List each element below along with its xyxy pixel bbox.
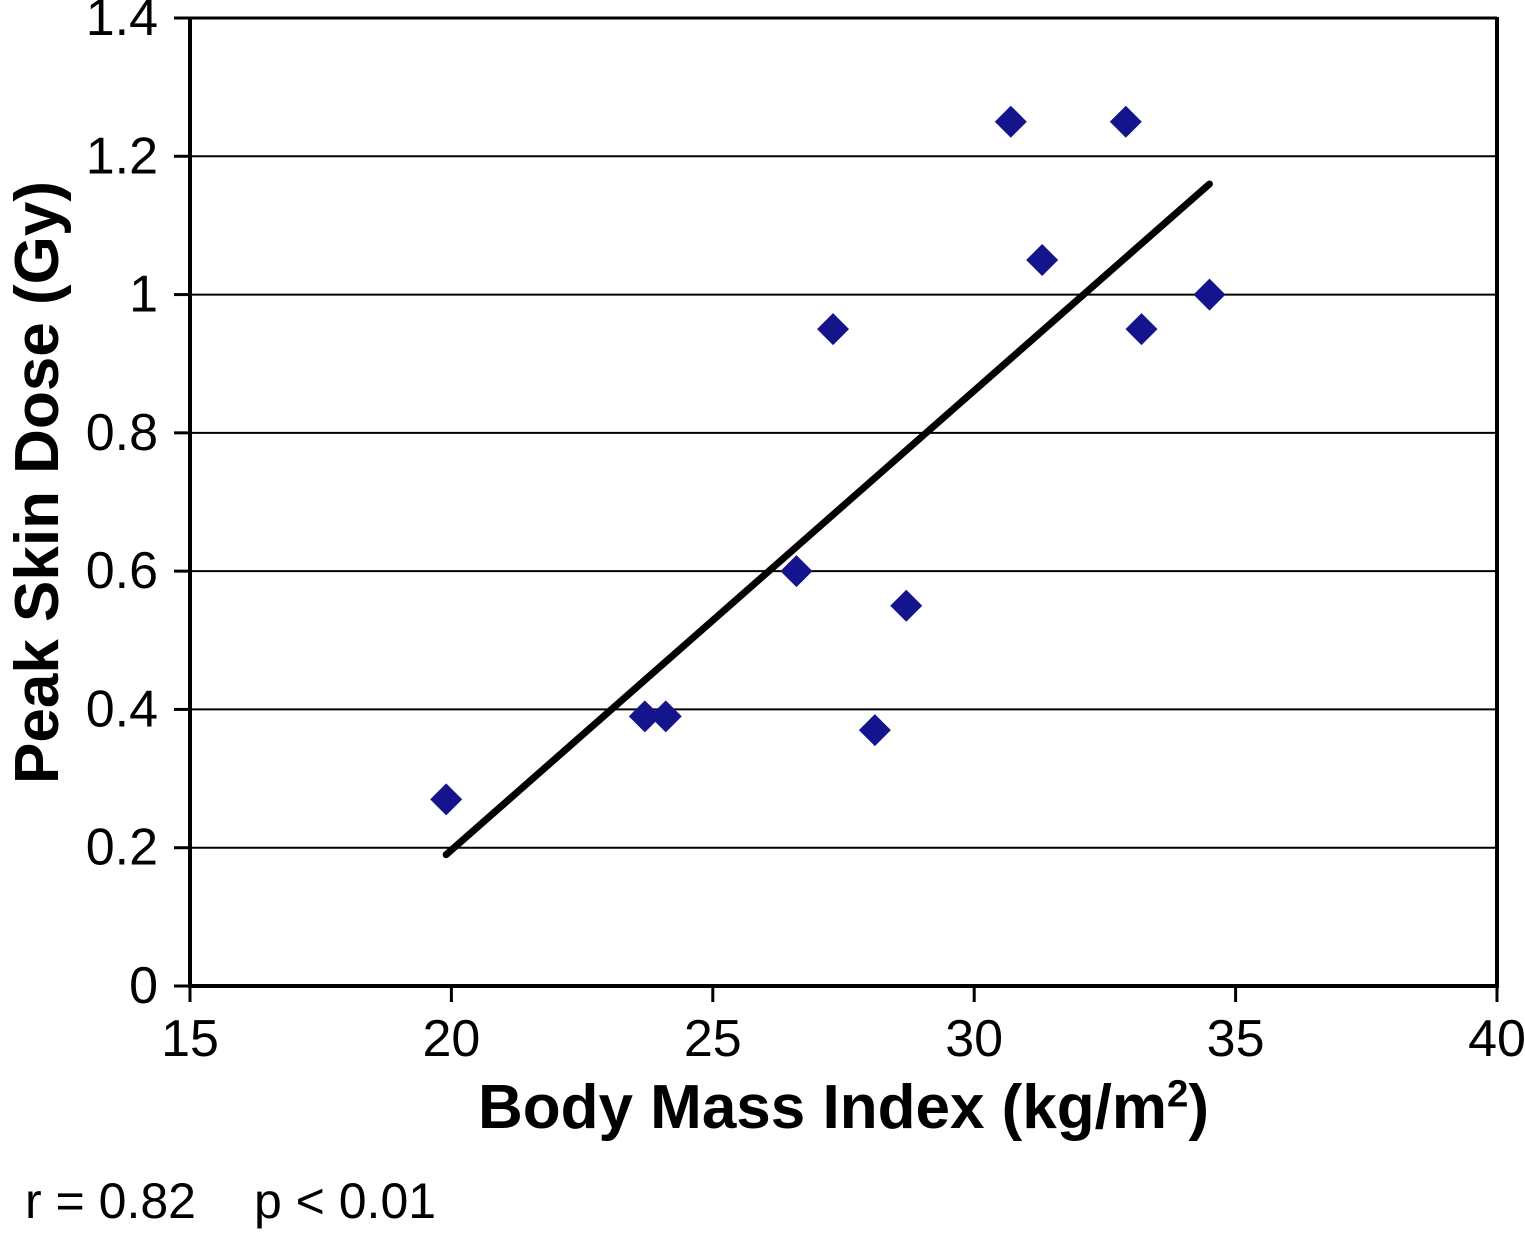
x-axis-title-superscript: 2: [1167, 1072, 1189, 1116]
trend-line: [442, 180, 1213, 859]
x-axis-tick-label: 20: [422, 1010, 480, 1068]
y-axis-tick-label: 0.2: [86, 819, 158, 877]
y-axis-title: Peak Skin Dose (Gy): [3, 180, 72, 784]
data-point-diamond: [890, 589, 923, 622]
data-point-diamond: [649, 700, 682, 733]
data-point-diamond: [780, 555, 813, 588]
correlation-annotation: r = 0.82 p < 0.01: [25, 1172, 436, 1230]
x-axis-tick-label: 15: [161, 1010, 219, 1068]
y-axis-tick-label: 1.4: [86, 0, 158, 47]
x-axis-tick-label: 40: [1468, 1010, 1525, 1068]
p-value-label: p < 0.01: [253, 1173, 437, 1229]
r-value-label: r = 0.82: [25, 1173, 196, 1229]
data-point-diamond: [1193, 278, 1226, 311]
data-point-diamond: [994, 105, 1027, 138]
x-axis-tick-label: 35: [1207, 1010, 1265, 1068]
data-point-diamond: [817, 313, 850, 346]
y-axis-tick-label: 0.8: [86, 404, 158, 462]
data-point-diamond: [1109, 105, 1142, 138]
x-axis-tick-label: 25: [684, 1010, 742, 1068]
x-axis-title: Body Mass Index (kg/m2): [190, 1072, 1497, 1143]
data-point-diamond: [1026, 244, 1059, 276]
y-axis-tick-label: 0.4: [86, 680, 158, 738]
x-axis-tick-label: 30: [945, 1010, 1003, 1068]
y-axis-tick-label: 1: [129, 266, 158, 324]
y-axis-tick-label: 0.6: [86, 542, 158, 600]
x-axis-title-suffix: ): [1188, 1073, 1210, 1142]
data-point-diamond: [858, 714, 891, 747]
y-axis-tick-label: 0: [129, 957, 158, 1015]
data-point-diamond: [430, 783, 463, 816]
data-point-diamond: [628, 700, 661, 733]
data-point-diamond: [1125, 313, 1158, 346]
x-axis-title-text: Body Mass Index (kg/m: [477, 1073, 1168, 1142]
y-axis-tick-label: 1.2: [86, 127, 158, 185]
